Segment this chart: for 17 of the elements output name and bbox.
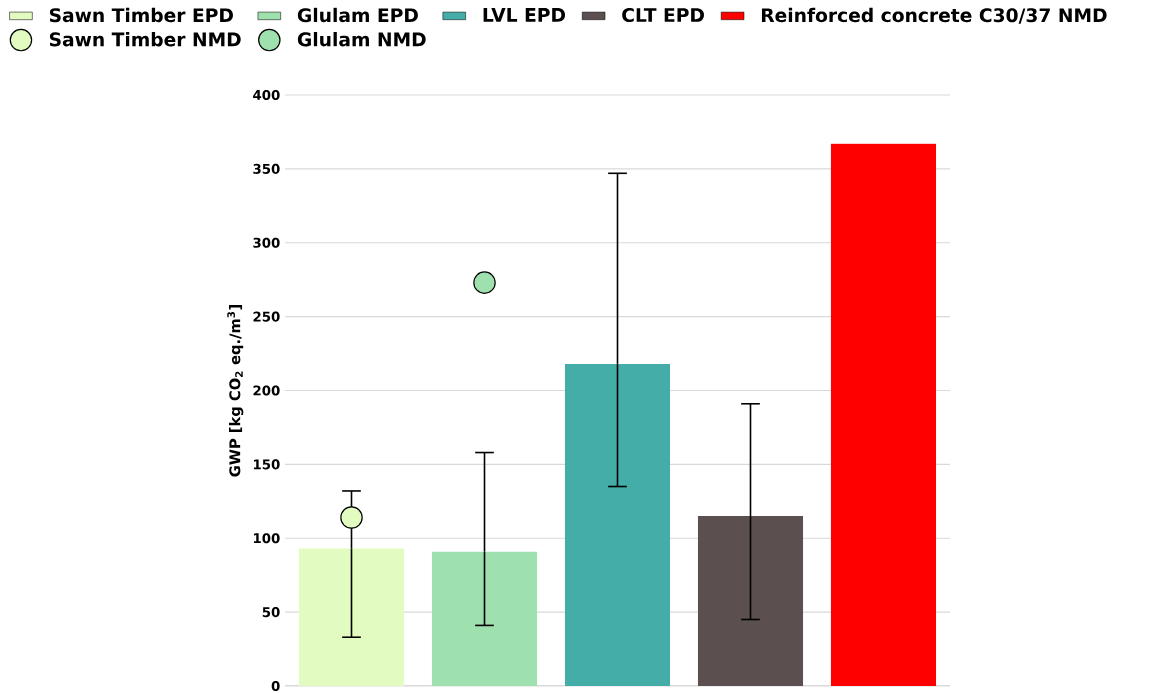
legend-label: Sawn Timber EPD [49,7,233,23]
y-tick-label: 350 [253,163,280,174]
y-tick-label: 0 [271,680,280,692]
legend-label: Sawn Timber NMD [49,32,241,47]
y-tick-label: 150 [253,459,280,470]
y-tick-label: 200 [253,385,280,396]
legend-label: Glulam EPD [297,7,418,23]
y-tick-label: 100 [253,533,280,544]
y-tick-label: 50 [262,607,280,618]
y-tick-label: 250 [253,311,280,322]
y-axis-title: GWP [kg CO$_{2}$ eq./m$^{3}$] [227,305,244,477]
y-tick-label: 300 [253,237,280,248]
y-tick-label: 400 [253,89,280,101]
legend-label: Reinforced concrete C30/37 NMD [761,7,1107,24]
legend-label: LVL EPD [483,8,566,22]
legend-label: CLT EPD [622,7,704,23]
legend-label: Glulam NMD [297,32,426,47]
